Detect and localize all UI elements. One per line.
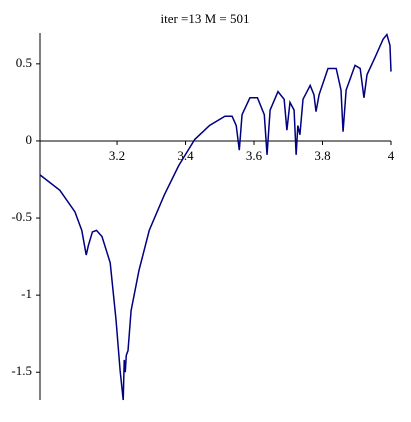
- y-tick-label: -0.5: [11, 209, 32, 224]
- chart-title: iter =13 M = 501: [160, 11, 249, 26]
- y-tick-label: 0.5: [16, 55, 32, 70]
- x-tick-label: 4: [388, 148, 395, 163]
- y-tick-label: 0: [26, 132, 33, 147]
- x-tick-label: 3.2: [109, 148, 125, 163]
- line: [39, 32, 392, 401]
- x-tick-label: 3.8: [314, 148, 330, 163]
- y-tick-label: -1.5: [11, 363, 32, 378]
- y-tick-label: -1: [21, 286, 32, 301]
- x-tick-label: 3.6: [246, 148, 263, 163]
